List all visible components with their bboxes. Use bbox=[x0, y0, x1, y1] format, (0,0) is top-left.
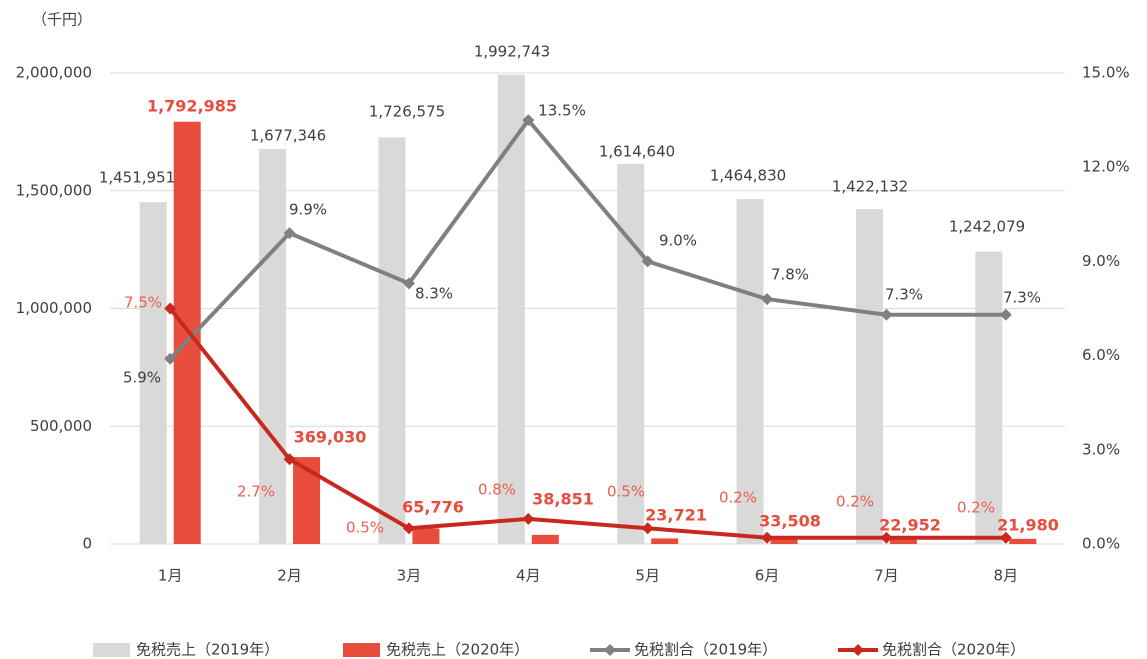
marker bbox=[283, 227, 296, 240]
data-label: 7.5% bbox=[124, 294, 162, 312]
marker bbox=[164, 352, 177, 365]
y2-tick-label: 9.0% bbox=[1082, 252, 1120, 270]
data-label: 1,677,346 bbox=[250, 127, 326, 145]
data-label: 22,952 bbox=[879, 516, 941, 535]
marker bbox=[641, 255, 654, 268]
data-label: 1,464,830 bbox=[710, 167, 786, 185]
bar bbox=[736, 199, 764, 544]
bar bbox=[1009, 538, 1037, 544]
data-label: 9.0% bbox=[659, 232, 697, 250]
legend-swatch bbox=[93, 643, 130, 657]
data-label: 23,721 bbox=[645, 506, 707, 525]
bar bbox=[975, 251, 1003, 544]
data-label: 1,242,079 bbox=[949, 218, 1025, 236]
data-label: 369,030 bbox=[294, 428, 367, 447]
data-label: 7.3% bbox=[1003, 289, 1041, 307]
data-label: 7.8% bbox=[771, 266, 809, 284]
y-tick-label: 500,000 bbox=[30, 417, 92, 435]
data-label: 1,726,575 bbox=[369, 103, 445, 121]
legend-marker bbox=[604, 644, 616, 656]
data-label: 8.3% bbox=[415, 285, 453, 303]
bar bbox=[378, 137, 406, 544]
data-label: 13.5% bbox=[538, 102, 586, 120]
line bbox=[168, 116, 1006, 361]
x-tick-label: 4月 bbox=[516, 567, 541, 585]
data-label: 1,992,743 bbox=[474, 43, 550, 61]
y2-tick-label: 3.0% bbox=[1082, 440, 1120, 458]
bar bbox=[651, 538, 679, 544]
marker bbox=[880, 531, 893, 544]
marker bbox=[761, 293, 774, 306]
marker bbox=[402, 277, 415, 290]
bar bbox=[139, 202, 167, 544]
legend-marker bbox=[852, 644, 864, 656]
bar bbox=[770, 536, 798, 544]
legend-swatch bbox=[343, 643, 380, 657]
y-tick-label: 0 bbox=[82, 535, 92, 553]
legend-label: 免税割合（2020年） bbox=[882, 641, 1025, 659]
y-tick-label: 2,000,000 bbox=[16, 64, 92, 82]
data-label: 0.2% bbox=[957, 499, 995, 517]
bar bbox=[617, 163, 645, 545]
data-label: 0.2% bbox=[836, 493, 874, 511]
data-label: 7.3% bbox=[885, 286, 923, 304]
bar bbox=[412, 528, 440, 544]
legend-label: 免税売上（2019年） bbox=[136, 641, 279, 659]
y2-tick-label: 6.0% bbox=[1082, 346, 1120, 364]
data-label: 0.5% bbox=[346, 519, 384, 537]
data-label: 33,508 bbox=[759, 512, 821, 531]
marker bbox=[999, 531, 1012, 544]
x-tick-label: 1月 bbox=[158, 567, 183, 585]
x-tick-label: 3月 bbox=[397, 567, 422, 585]
data-label: 1,792,985 bbox=[147, 97, 237, 116]
data-label: 5.9% bbox=[123, 369, 161, 387]
y-tick-label: 1,000,000 bbox=[16, 299, 92, 317]
data-label: 21,980 bbox=[997, 516, 1059, 535]
marker bbox=[522, 512, 535, 525]
bar bbox=[259, 148, 287, 544]
data-label: 2.7% bbox=[237, 483, 275, 501]
y2-tick-label: 12.0% bbox=[1082, 158, 1130, 176]
legend-label: 免税売上（2020年） bbox=[386, 641, 529, 659]
line bbox=[168, 307, 1006, 540]
data-label: 1,451,951 bbox=[99, 169, 175, 187]
y-axis-label: （千円） bbox=[32, 11, 92, 29]
marker bbox=[164, 302, 177, 315]
data-label: 1,422,132 bbox=[832, 178, 908, 196]
marker bbox=[402, 522, 415, 535]
bar bbox=[889, 538, 917, 544]
x-tick-label: 8月 bbox=[994, 567, 1019, 585]
y2-tick-label: 15.0% bbox=[1082, 64, 1130, 82]
bar bbox=[855, 209, 883, 544]
marker bbox=[999, 308, 1012, 321]
marker bbox=[641, 522, 654, 535]
data-label: 0.5% bbox=[607, 483, 645, 501]
legend-label: 免税割合（2019年） bbox=[634, 641, 777, 659]
data-label: 0.8% bbox=[478, 481, 516, 499]
data-label: 0.2% bbox=[719, 489, 757, 507]
bar bbox=[293, 457, 321, 544]
y-tick-label: 1,500,000 bbox=[16, 181, 92, 199]
y2-tick-label: 0.0% bbox=[1082, 535, 1120, 553]
data-label: 1,614,640 bbox=[599, 143, 675, 161]
data-label: 65,776 bbox=[402, 498, 464, 517]
bar bbox=[531, 534, 559, 544]
x-tick-label: 5月 bbox=[635, 567, 660, 585]
x-tick-label: 7月 bbox=[874, 567, 899, 585]
x-tick-label: 6月 bbox=[755, 567, 780, 585]
x-tick-label: 2月 bbox=[277, 567, 302, 585]
marker bbox=[880, 308, 893, 321]
data-label: 9.9% bbox=[289, 201, 327, 219]
marker bbox=[522, 114, 535, 127]
data-label: 38,851 bbox=[532, 490, 594, 509]
marker bbox=[283, 453, 296, 466]
marker bbox=[761, 531, 774, 544]
